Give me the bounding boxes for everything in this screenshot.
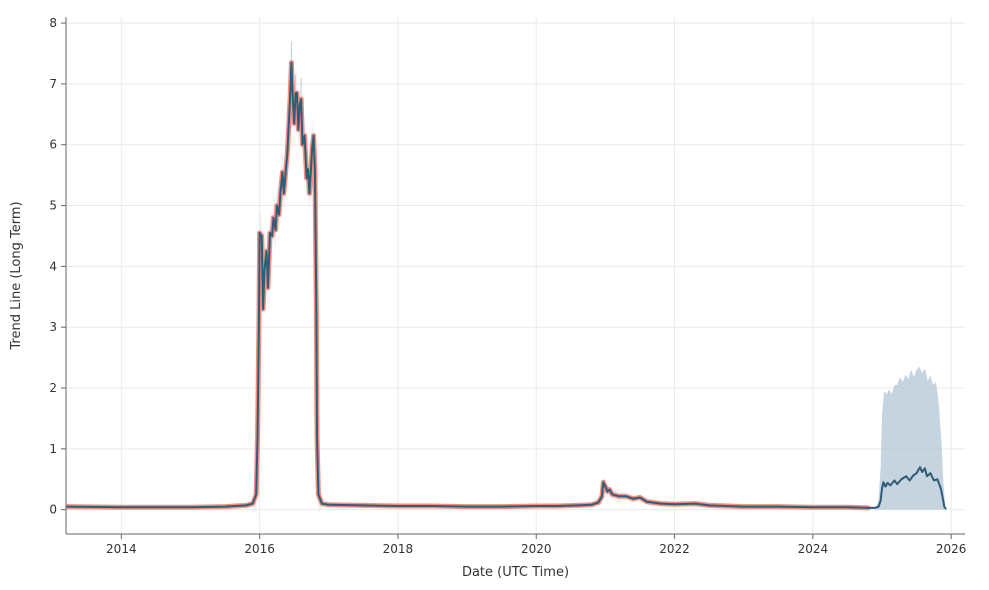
y-tick-label: 2 — [49, 381, 57, 395]
trend-line-chart: 2014 2016 2018 2020 2022 2024 2026 0 1 2 3 4 5 6 7 8 Dat… — [0, 0, 989, 590]
y-tick-label: 7 — [49, 77, 57, 91]
y-tick-label: 6 — [49, 138, 57, 152]
y-tick-label: 8 — [49, 16, 57, 30]
y-tick-label: 1 — [49, 442, 57, 456]
x-tick-label: 2026 — [936, 542, 967, 556]
x-tick-label: 2024 — [798, 542, 829, 556]
x-tick-label: 2016 — [244, 542, 275, 556]
x-tick-label: 2018 — [383, 542, 414, 556]
x-tick-label: 2022 — [659, 542, 690, 556]
y-tick-label: 0 — [49, 503, 57, 517]
y-tick-label: 4 — [49, 259, 57, 273]
x-tick-label: 2020 — [521, 542, 552, 556]
y-axis-label: Trend Line (Long Term) — [9, 201, 24, 350]
x-tick-label: 2014 — [106, 542, 137, 556]
chart-container: 2014 2016 2018 2020 2022 2024 2026 0 1 2 3 4 5 6 7 8 Dat… — [0, 0, 989, 590]
y-tick-label: 3 — [49, 320, 57, 334]
x-axis-label: Date (UTC Time) — [462, 565, 569, 580]
y-tick-label: 5 — [49, 199, 57, 213]
